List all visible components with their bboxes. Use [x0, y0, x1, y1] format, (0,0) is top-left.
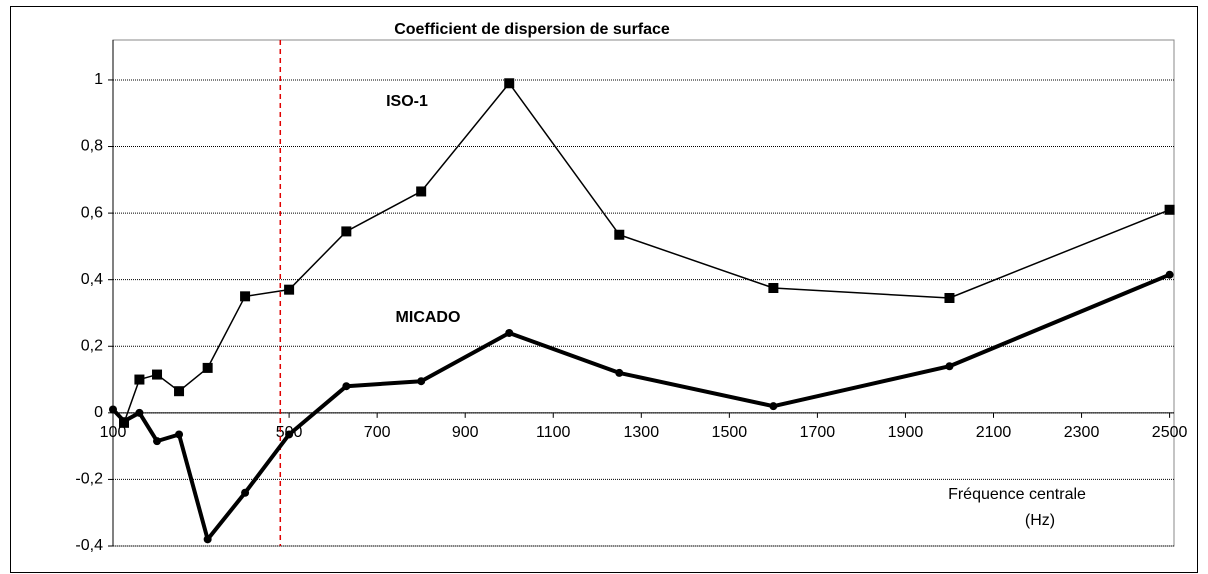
y-tick-label: -0,2 — [75, 471, 103, 488]
point — [134, 374, 145, 385]
point — [505, 328, 514, 337]
x-tick-label: 100 — [100, 424, 127, 441]
y-tick-label: 0,4 — [81, 271, 103, 288]
point — [153, 437, 162, 446]
point — [341, 226, 352, 237]
point — [342, 382, 351, 391]
point — [615, 368, 624, 377]
point — [175, 430, 184, 439]
x-tick-label: 1100 — [536, 424, 571, 441]
point — [614, 229, 625, 240]
point — [109, 405, 117, 414]
x-tick-label: 1500 — [712, 424, 748, 441]
chart-frame — [10, 6, 1198, 573]
x-axis-label: Fréquence centrale — [948, 486, 1086, 503]
point — [241, 488, 250, 497]
y-tick-label: 0,8 — [81, 138, 103, 155]
x-tick-label: 1900 — [888, 424, 924, 441]
point — [768, 283, 779, 294]
point — [203, 535, 212, 544]
x-tick-label: 2500 — [1152, 424, 1188, 441]
x-tick-label: 700 — [364, 424, 391, 441]
y-tick-label: 0,6 — [81, 204, 103, 221]
y-tick-label: 0 — [94, 404, 103, 421]
point — [152, 369, 163, 380]
point — [285, 430, 294, 439]
point — [417, 377, 426, 386]
point — [284, 284, 295, 295]
point — [416, 186, 427, 197]
point — [769, 402, 778, 411]
x-axis-label: (Hz) — [1025, 512, 1055, 529]
point — [202, 362, 213, 373]
point — [120, 417, 129, 426]
x-tick-label: 2300 — [1064, 424, 1100, 441]
point — [944, 292, 955, 303]
series-label: MICADO — [396, 309, 461, 326]
point — [1165, 270, 1174, 279]
chart-title: Coefficient de dispersion de surface — [394, 21, 670, 38]
point — [945, 362, 954, 371]
point — [174, 386, 185, 397]
x-tick-label: 2100 — [976, 424, 1012, 441]
x-tick-label: 1700 — [800, 424, 836, 441]
y-tick-label: 1 — [94, 71, 103, 88]
x-tick-label: 1300 — [624, 424, 660, 441]
point — [1164, 204, 1175, 215]
y-tick-label: -0,4 — [75, 537, 103, 554]
y-tick-label: 0,2 — [81, 337, 103, 354]
x-tick-label: 900 — [452, 424, 479, 441]
point — [135, 408, 144, 417]
series-label: ISO-1 — [386, 93, 428, 110]
point — [240, 291, 251, 302]
point — [504, 78, 515, 89]
